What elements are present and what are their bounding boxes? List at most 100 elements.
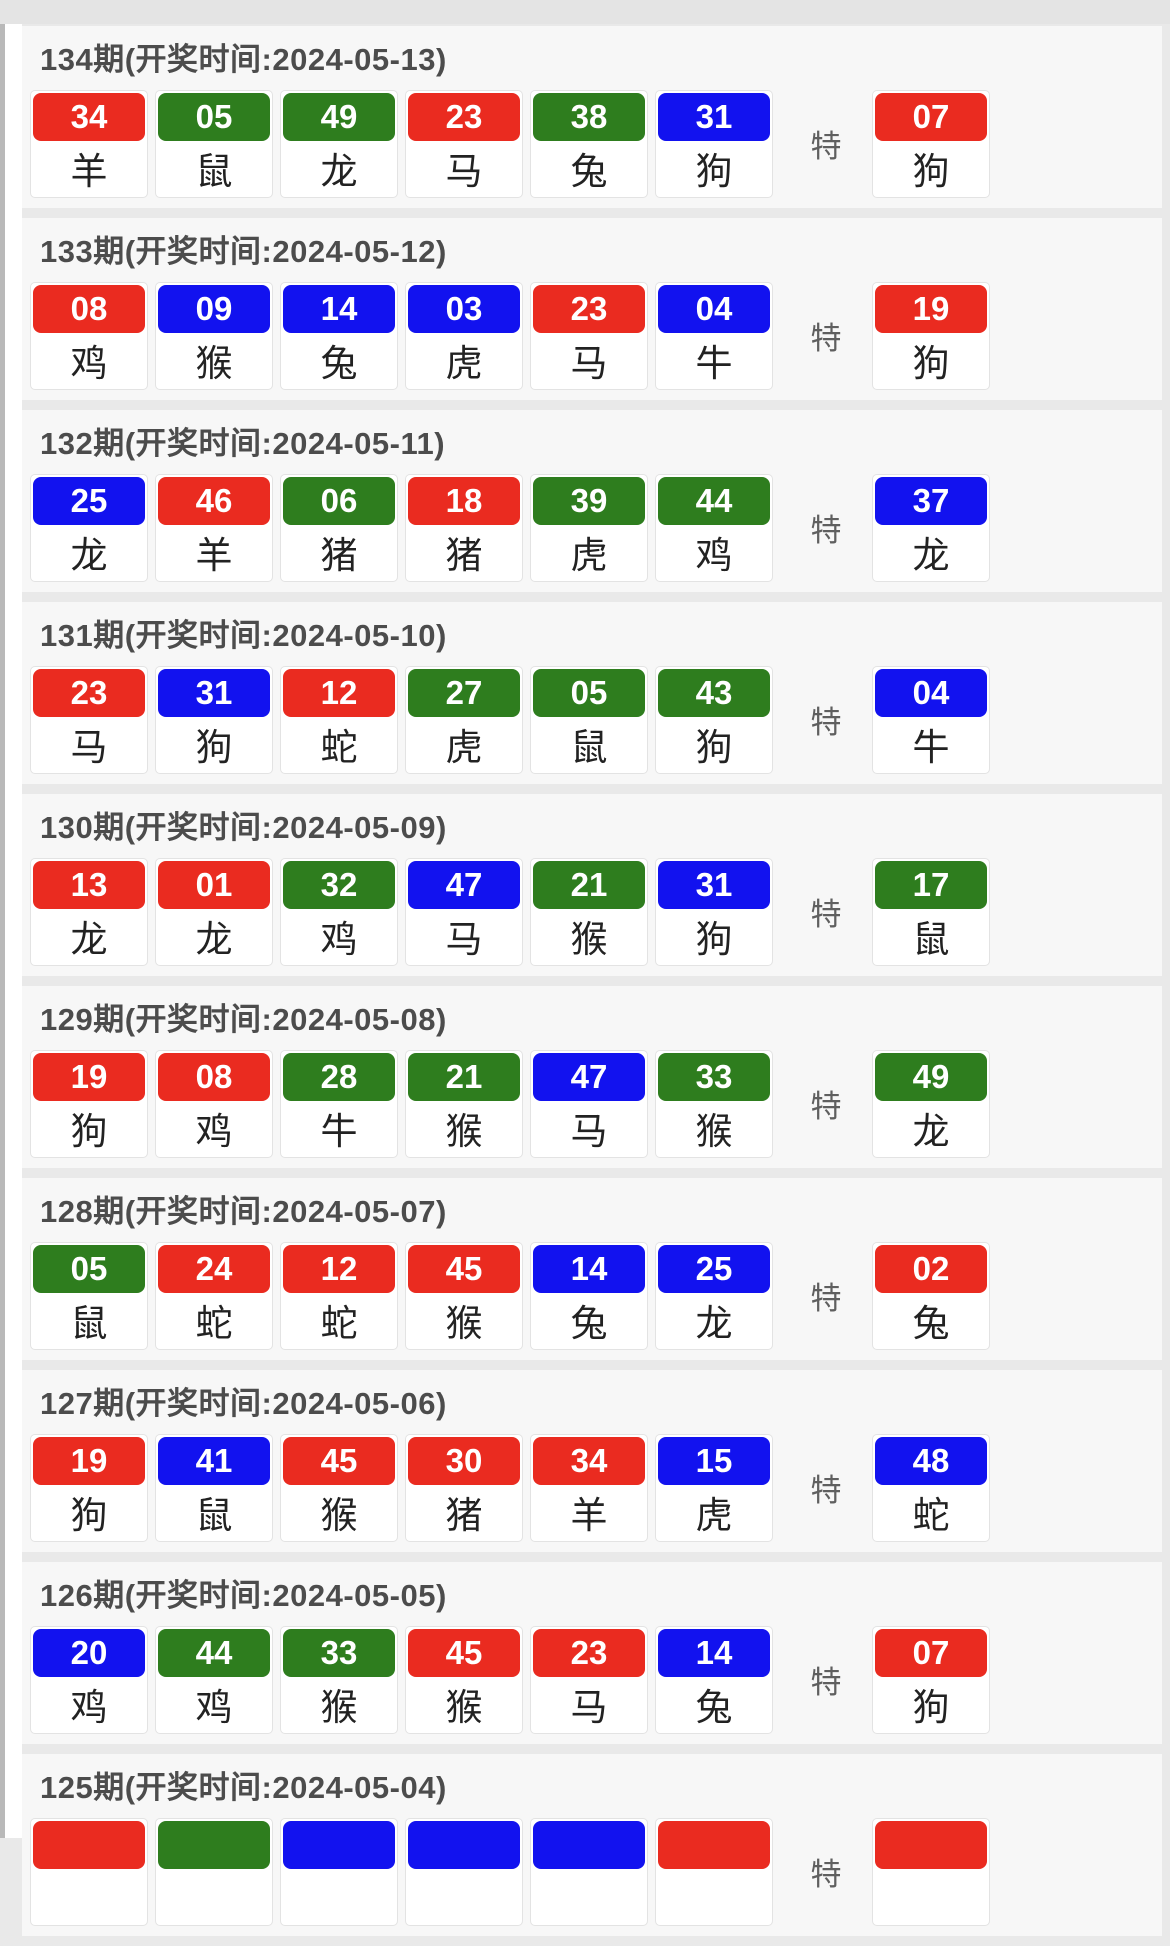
zodiac-label: 龙 [875, 1101, 987, 1155]
ball-number: 27 [408, 669, 520, 717]
number-tile: 12 蛇 [280, 666, 398, 774]
number-tile: 21 猴 [530, 858, 648, 966]
special-label: 特 [810, 128, 842, 164]
number-tile: 20 鸡 [30, 1626, 148, 1734]
ball-number [408, 1821, 520, 1869]
special-label: 特 [810, 512, 842, 548]
number-tile: 25 龙 [30, 474, 148, 582]
ball-number: 14 [533, 1245, 645, 1293]
ball-number: 23 [533, 285, 645, 333]
number-tile: 24 蛇 [155, 1242, 273, 1350]
ball-number: 33 [658, 1053, 770, 1101]
ball-number: 41 [158, 1437, 270, 1485]
special-label: 特 [810, 1664, 842, 1700]
number-tile: 23 马 [530, 1626, 648, 1734]
ball-number [658, 1821, 770, 1869]
zodiac-label: 鼠 [158, 141, 270, 195]
left-scrollbar-strip [0, 0, 5, 1838]
zodiac-label: 猴 [408, 1101, 520, 1155]
zodiac-label: 鼠 [33, 1293, 145, 1347]
draw-row: 127期(开奖时间:2024-05-06) 19 狗 41 鼠 45 猴 30 猪 34 羊 15 虎特… [22, 1370, 1162, 1552]
ball-number [533, 1821, 645, 1869]
special-label: 特 [810, 896, 842, 932]
number-tile: 08 鸡 [155, 1050, 273, 1158]
ball-number: 18 [408, 477, 520, 525]
number-tile: 05 鼠 [530, 666, 648, 774]
number-tile: 08 鸡 [30, 282, 148, 390]
ball-number: 03 [408, 285, 520, 333]
draw-title: 133期(开奖时间:2024-05-12) [40, 234, 447, 269]
number-tile: 30 猪 [405, 1434, 523, 1542]
zodiac-label: 兔 [283, 333, 395, 387]
ball-number [283, 1821, 395, 1869]
number-tile: 33 猴 [655, 1050, 773, 1158]
zodiac-label: 羊 [33, 141, 145, 195]
ball-number: 02 [875, 1245, 987, 1293]
ball-number: 33 [283, 1629, 395, 1677]
number-tile: 34 羊 [530, 1434, 648, 1542]
number-tile: 47 马 [530, 1050, 648, 1158]
zodiac-label: 牛 [658, 333, 770, 387]
zodiac-label: 虎 [408, 717, 520, 771]
number-tile: 45 猴 [405, 1626, 523, 1734]
number-tile: 31 狗 [655, 858, 773, 966]
ball-number: 45 [408, 1245, 520, 1293]
ball-number: 06 [283, 477, 395, 525]
number-tile: 23 马 [405, 90, 523, 198]
number-tile [530, 1818, 648, 1926]
draw-row: 128期(开奖时间:2024-05-07) 05 鼠 24 蛇 12 蛇 45 猴 14 兔 25 龙特… [22, 1178, 1162, 1360]
number-tile: 14 兔 [280, 282, 398, 390]
zodiac-label: 虎 [658, 1485, 770, 1539]
draw-row: 125期(开奖时间:2024-05-04) 特 [22, 1754, 1162, 1936]
zodiac-label: 鼠 [158, 1485, 270, 1539]
zodiac-label: 鸡 [33, 333, 145, 387]
number-tile: 47 马 [405, 858, 523, 966]
draw-title: 130期(开奖时间:2024-05-09) [40, 810, 447, 845]
zodiac-label: 鸡 [158, 1101, 270, 1155]
ball-number: 12 [283, 1245, 395, 1293]
number-tile: 49 龙 [280, 90, 398, 198]
number-tile: 45 猴 [280, 1434, 398, 1542]
draw-row: 134期(开奖时间:2024-05-13) 34 羊 05 鼠 49 龙 23 马 38 兔 31 狗特… [22, 26, 1162, 208]
number-tile: 19 狗 [30, 1050, 148, 1158]
zodiac-label: 蛇 [875, 1485, 987, 1539]
number-tile: 32 鸡 [280, 858, 398, 966]
zodiac-label [658, 1869, 770, 1923]
ball-number: 19 [33, 1437, 145, 1485]
number-tile: 14 兔 [530, 1242, 648, 1350]
number-tile: 31 狗 [655, 90, 773, 198]
ball-number: 01 [158, 861, 270, 909]
ball-number: 08 [33, 285, 145, 333]
ball-number: 19 [875, 285, 987, 333]
number-tile: 46 羊 [155, 474, 273, 582]
draw-row: 129期(开奖时间:2024-05-08) 19 狗 08 鸡 28 牛 21 猴 47 马 33 猴特… [22, 986, 1162, 1168]
ball-number: 08 [158, 1053, 270, 1101]
zodiac-label: 蛇 [283, 717, 395, 771]
number-tile: 38 兔 [530, 90, 648, 198]
ball-number: 24 [158, 1245, 270, 1293]
ball-number: 19 [33, 1053, 145, 1101]
number-tile: 14 兔 [655, 1626, 773, 1734]
draw-numbers: 19 狗 41 鼠 45 猴 30 猪 34 羊 15 虎特 48 蛇 [30, 1434, 1152, 1542]
special-label: 特 [810, 704, 842, 740]
zodiac-label: 兔 [533, 141, 645, 195]
draw-numbers: 23 马 31 狗 12 蛇 27 虎 05 鼠 43 狗特 04 牛 [30, 666, 1152, 774]
ball-number [33, 1821, 145, 1869]
special-number-tile: 19 狗 [872, 282, 990, 390]
ball-number: 39 [533, 477, 645, 525]
zodiac-label: 羊 [533, 1485, 645, 1539]
zodiac-label [158, 1869, 270, 1923]
draw-numbers: 08 鸡 09 猴 14 兔 03 虎 23 马 04 牛特 19 狗 [30, 282, 1152, 390]
draw-title: 126期(开奖时间:2024-05-05) [40, 1578, 447, 1613]
top-band [0, 0, 1170, 24]
zodiac-label: 马 [533, 333, 645, 387]
number-tile [405, 1818, 523, 1926]
zodiac-label: 猪 [408, 525, 520, 579]
ball-number: 34 [533, 1437, 645, 1485]
zodiac-label: 虎 [408, 333, 520, 387]
ball-number: 23 [33, 669, 145, 717]
special-label: 特 [810, 320, 842, 356]
zodiac-label: 龙 [283, 141, 395, 195]
ball-number: 07 [875, 1629, 987, 1677]
ball-number: 46 [158, 477, 270, 525]
